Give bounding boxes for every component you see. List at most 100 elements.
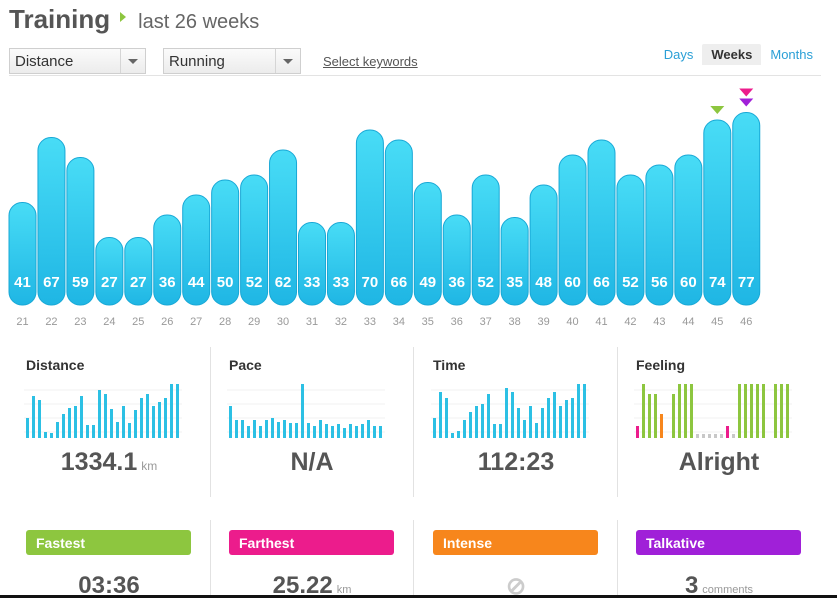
tab-months[interactable]: Months bbox=[770, 47, 813, 62]
stat-title-pace: Pace bbox=[229, 357, 262, 373]
badge-fastest[interactable]: Fastest bbox=[26, 530, 191, 555]
sparkline-bar bbox=[110, 409, 113, 438]
chart-bar[interactable] bbox=[153, 214, 182, 306]
bar-value-label: 50 bbox=[217, 274, 234, 291]
sparkline-bar bbox=[265, 420, 268, 438]
chart-bar[interactable] bbox=[616, 174, 645, 306]
sparkline-bar bbox=[529, 406, 532, 438]
distance-unit: km bbox=[141, 459, 158, 473]
tab-divider bbox=[9, 75, 821, 76]
week-tick-label: 37 bbox=[480, 316, 492, 328]
sport-dropdown[interactable]: Running bbox=[163, 48, 301, 74]
week-tick-label: 44 bbox=[682, 316, 694, 328]
chart-bar[interactable] bbox=[442, 214, 471, 306]
chart-bar[interactable] bbox=[37, 137, 66, 306]
sparkline-bar bbox=[140, 398, 143, 438]
chart-bar[interactable] bbox=[732, 112, 761, 306]
chart-bar[interactable] bbox=[587, 139, 616, 306]
chart-bar[interactable] bbox=[558, 154, 587, 306]
chart-bar[interactable] bbox=[645, 164, 674, 306]
chart-bar[interactable] bbox=[298, 222, 326, 306]
sparkline-bar bbox=[80, 396, 83, 438]
sparkline-bar bbox=[313, 426, 316, 438]
week-tick-label: 30 bbox=[277, 316, 289, 328]
sparkline-bar bbox=[433, 418, 436, 438]
badge-farthest[interactable]: Farthest bbox=[229, 530, 394, 555]
bar-value-label: 44 bbox=[188, 274, 205, 291]
select-keywords-link[interactable]: Select keywords bbox=[323, 54, 418, 69]
sparkline-bar bbox=[170, 384, 173, 438]
chart-bar[interactable] bbox=[211, 179, 240, 306]
sparkline-bar bbox=[684, 384, 687, 438]
chart-bar[interactable] bbox=[66, 157, 95, 306]
sparkline-bar bbox=[696, 434, 699, 438]
sparkline-bar bbox=[26, 418, 29, 438]
sparkline-bar bbox=[774, 384, 777, 438]
divider bbox=[413, 520, 414, 598]
sparkline-bar bbox=[439, 392, 442, 438]
sparkline-bar bbox=[762, 384, 765, 438]
bottom-border bbox=[0, 595, 837, 598]
sparkline-bar bbox=[379, 426, 382, 438]
chevron-down-icon[interactable] bbox=[120, 49, 145, 73]
sparkline-bar bbox=[493, 424, 496, 438]
sparkline-bar bbox=[259, 426, 262, 438]
sparkline-bar bbox=[128, 423, 131, 438]
chart-bar[interactable] bbox=[326, 222, 355, 306]
week-tick-label: 24 bbox=[103, 316, 115, 328]
sparkline-bar bbox=[295, 423, 298, 438]
metric-dropdown[interactable]: Distance bbox=[9, 48, 146, 74]
chart-bar[interactable] bbox=[413, 182, 442, 306]
sparkline-bar bbox=[469, 412, 472, 438]
week-tick-label: 29 bbox=[248, 316, 260, 328]
chart-bar[interactable] bbox=[269, 149, 298, 306]
sparkline-bar bbox=[164, 398, 167, 438]
bar-value-label: 67 bbox=[43, 274, 60, 291]
tab-weeks[interactable]: Weeks bbox=[702, 44, 762, 65]
sparkline-bar bbox=[511, 392, 514, 438]
badge-talkative[interactable]: Talkative bbox=[636, 530, 801, 555]
week-tick-label: 38 bbox=[509, 316, 521, 328]
week-tick-label: 43 bbox=[653, 316, 665, 328]
chart-bar[interactable] bbox=[240, 174, 269, 306]
bar-value-label: 35 bbox=[506, 274, 523, 291]
sparkline-bar bbox=[74, 406, 77, 438]
chart-bar[interactable] bbox=[8, 202, 37, 306]
sparkline-bar bbox=[780, 384, 783, 438]
chart-bar[interactable] bbox=[674, 154, 703, 306]
tab-days[interactable]: Days bbox=[663, 47, 694, 62]
sparkline-bar bbox=[92, 425, 95, 438]
week-tick-label: 21 bbox=[16, 316, 28, 328]
bar-value-label: 49 bbox=[419, 274, 436, 291]
chart-bar[interactable] bbox=[355, 129, 384, 306]
chevron-down-icon[interactable] bbox=[275, 49, 300, 73]
period-tabs: Days Weeks Months bbox=[655, 44, 822, 65]
week-tick-label: 35 bbox=[422, 316, 434, 328]
badge-intense[interactable]: Intense bbox=[433, 530, 598, 555]
chart-bar[interactable] bbox=[384, 139, 413, 306]
sparkline-bar bbox=[241, 420, 244, 438]
sport-dropdown-value: Running bbox=[169, 53, 225, 70]
sparkline-bar bbox=[636, 426, 639, 438]
chart-bar[interactable] bbox=[703, 119, 732, 306]
sparkline-bar bbox=[277, 422, 280, 438]
sparkline-bar bbox=[714, 434, 717, 438]
sparkline-bar bbox=[732, 434, 735, 438]
chart-bar[interactable] bbox=[95, 237, 124, 306]
weekly-distance-chart: 41 21 67 22 59 23 27 24 27 25 36 26 44 27 50 28 52 29 62 30… bbox=[8, 88, 761, 328]
bar-value-label: 56 bbox=[651, 274, 668, 291]
chart-bar[interactable] bbox=[500, 217, 529, 306]
sparkline-bar bbox=[457, 431, 460, 438]
sparkline-bar bbox=[786, 384, 789, 438]
bar-value-label: 52 bbox=[622, 274, 639, 291]
sparkline-bar bbox=[499, 424, 502, 438]
chart-bar[interactable] bbox=[529, 184, 558, 306]
chart-bar[interactable] bbox=[124, 237, 153, 306]
sparkline-bar bbox=[738, 384, 741, 438]
chart-bar[interactable] bbox=[182, 194, 211, 306]
sparkline-bar bbox=[32, 396, 35, 438]
week-tick-label: 22 bbox=[45, 316, 57, 328]
week-tick-label: 33 bbox=[364, 316, 376, 328]
chart-bar[interactable] bbox=[471, 174, 500, 306]
sparkline-bar bbox=[116, 422, 119, 438]
